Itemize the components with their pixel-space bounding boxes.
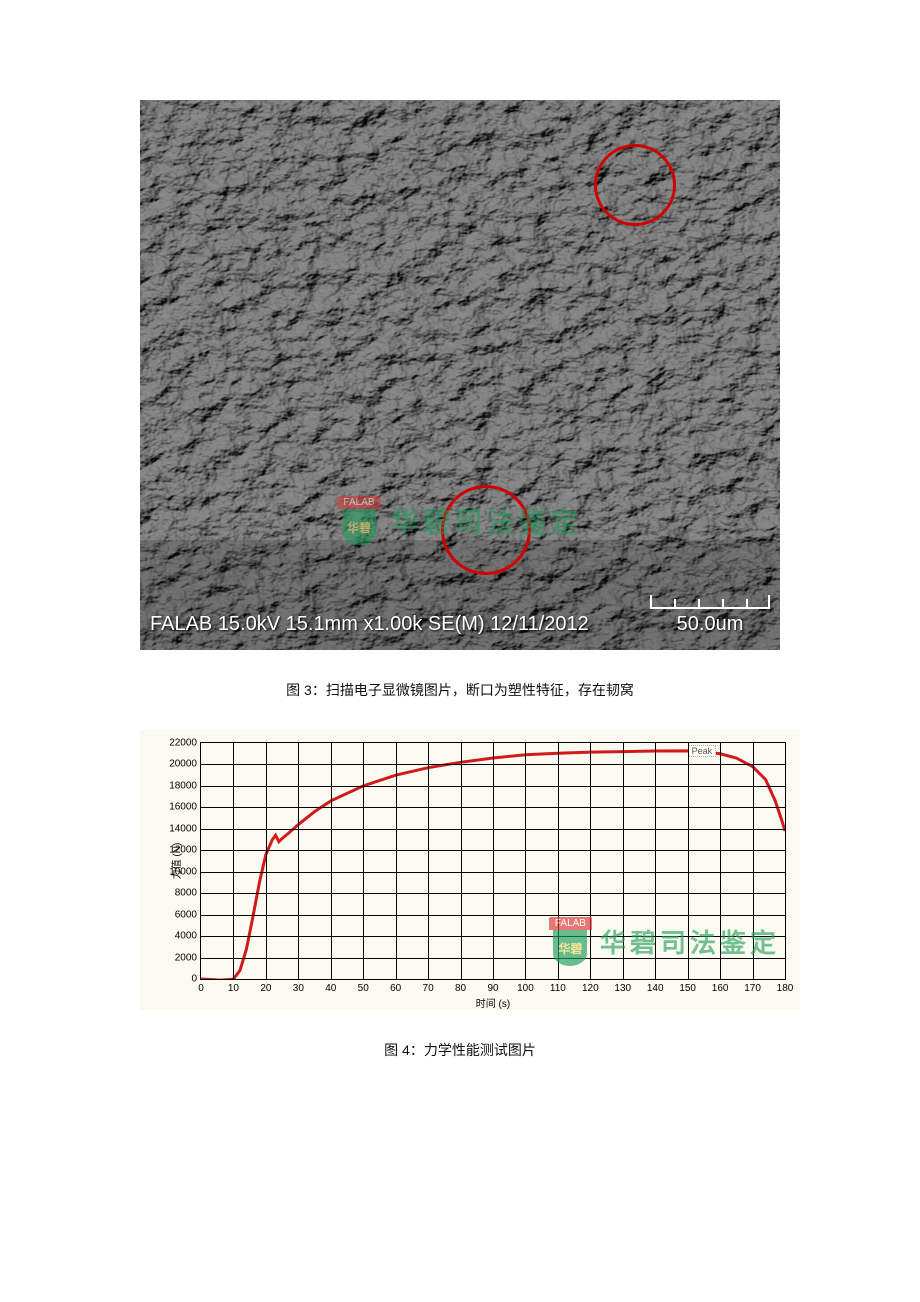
x-tick-label: 80 — [455, 983, 466, 994]
y-tick-label: 16000 — [169, 802, 197, 813]
grid-line-vertical — [428, 743, 429, 979]
x-tick-label: 30 — [293, 983, 304, 994]
figure-4-caption: 图 4：力学性能测试图片 — [140, 1040, 780, 1060]
y-tick-label: 6000 — [175, 909, 197, 920]
x-tick-label: 100 — [517, 983, 534, 994]
y-tick-label: 8000 — [175, 888, 197, 899]
y-tick-label: 14000 — [169, 823, 197, 834]
y-tick-label: 20000 — [169, 759, 197, 770]
watermark-badge-top: FALAB — [549, 917, 592, 930]
watermark-badge-inner: 华碧 — [558, 940, 582, 957]
x-tick-label: 90 — [487, 983, 498, 994]
grid-line-vertical — [493, 743, 494, 979]
sem-surface-texture — [140, 100, 780, 650]
sem-annotation-circle — [594, 144, 676, 226]
watermark-badge-body: 华碧 — [553, 930, 587, 966]
watermark-text: 华碧司法鉴定 — [391, 501, 583, 541]
sem-scale-ticks — [650, 597, 770, 609]
x-tick-label: 130 — [614, 983, 631, 994]
x-tick-label: 170 — [744, 983, 761, 994]
watermark-badge: FALAB 华碧 — [337, 496, 380, 545]
x-tick-label: 70 — [423, 983, 434, 994]
watermark-badge-inner: 华碧 — [347, 519, 371, 536]
y-tick-label: 0 — [191, 974, 197, 985]
watermark-badge: FALAB 华碧 — [549, 917, 592, 966]
watermark-badge-body: 华碧 — [342, 509, 376, 545]
watermark-text: 华碧司法鉴定 — [600, 923, 780, 960]
grid-line-vertical — [461, 743, 462, 979]
sem-scale: 50.0um — [650, 597, 770, 636]
x-tick-label: 150 — [679, 983, 696, 994]
y-tick-label: 10000 — [169, 866, 197, 877]
y-tick-label: 2000 — [175, 952, 197, 963]
watermark: FALAB 华碧 华碧司法鉴定 — [337, 496, 582, 545]
sem-info-bar: FALAB 15.0kV 15.1mm x1.00k SE(M) 12/11/2… — [140, 597, 780, 636]
x-tick-label: 0 — [198, 983, 204, 994]
x-tick-label: 60 — [390, 983, 401, 994]
watermark-badge-top: FALAB — [337, 496, 380, 509]
grid-line-vertical — [396, 743, 397, 979]
y-tick-label: 12000 — [169, 845, 197, 856]
x-tick-label: 50 — [358, 983, 369, 994]
peak-label: Peak — [688, 745, 717, 757]
figure-3-caption: 图 3：扫描电子显微镜图片，断口为塑性特征，存在韧窝 — [140, 680, 780, 700]
grid-line-vertical — [298, 743, 299, 979]
grid-line-vertical — [331, 743, 332, 979]
x-tick-label: 20 — [260, 983, 271, 994]
x-tick-label: 140 — [647, 983, 664, 994]
grid-line-vertical — [266, 743, 267, 979]
x-tick-label: 10 — [228, 983, 239, 994]
grid-line-vertical — [363, 743, 364, 979]
x-tick-label: 180 — [777, 983, 794, 994]
y-tick-label: 4000 — [175, 931, 197, 942]
sem-scale-label: 50.0um — [650, 613, 770, 636]
sem-info-line: FALAB 15.0kV 15.1mm x1.00k SE(M) 12/11/2… — [150, 613, 589, 636]
force-time-chart: 力值 (N) 时间 (s) Peak 020004000600080001000… — [140, 730, 800, 1010]
x-axis-label: 时间 (s) — [476, 995, 510, 1010]
sem-micrograph: FALAB 华碧 华碧司法鉴定 FALAB 15.0kV 15.1mm x1.0… — [140, 100, 780, 650]
x-tick-label: 40 — [325, 983, 336, 994]
y-tick-label: 18000 — [169, 780, 197, 791]
x-tick-label: 120 — [582, 983, 599, 994]
x-tick-label: 110 — [550, 983, 566, 994]
x-tick-label: 160 — [712, 983, 729, 994]
grid-line-vertical — [525, 743, 526, 979]
grid-line-vertical — [233, 743, 234, 979]
y-tick-label: 22000 — [169, 738, 197, 749]
chart-watermark: FALAB 华碧 华碧司法鉴定 — [549, 917, 780, 966]
